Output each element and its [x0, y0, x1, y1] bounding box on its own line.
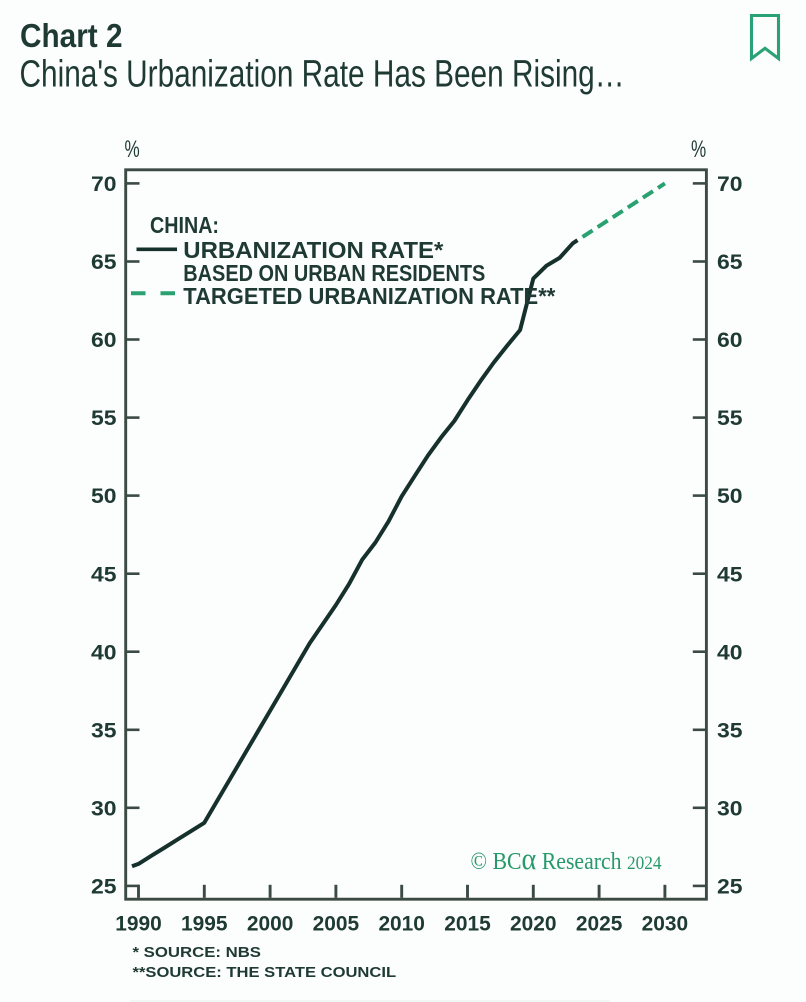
svg-text:2000: 2000	[247, 913, 294, 936]
svg-text:35: 35	[91, 719, 117, 742]
svg-text:40: 40	[91, 641, 117, 664]
svg-text:55: 55	[91, 407, 117, 430]
svg-text:40: 40	[717, 641, 743, 664]
svg-text:China's Urbanization Rate Has: China's Urbanization Rate Has Been Risin…	[20, 54, 625, 96]
svg-text:BASED ON URBAN RESIDENTS: BASED ON URBAN RESIDENTS	[183, 260, 485, 286]
svg-text:%: %	[691, 136, 706, 163]
svg-text:%: %	[125, 136, 140, 163]
svg-text:2030: 2030	[642, 913, 689, 936]
svg-text:CHINA:: CHINA:	[150, 212, 219, 238]
svg-text:70: 70	[91, 173, 117, 196]
svg-text:* SOURCE: NBS: * SOURCE: NBS	[133, 945, 262, 961]
svg-text:30: 30	[717, 797, 743, 820]
svg-text:1995: 1995	[181, 913, 228, 936]
svg-text:© BCα Research 2024: © BCα Research 2024	[471, 841, 662, 876]
svg-text:50: 50	[717, 485, 743, 508]
svg-text:70: 70	[717, 173, 743, 196]
svg-text:45: 45	[717, 563, 743, 586]
svg-text:50: 50	[91, 485, 117, 508]
svg-text:**SOURCE: THE STATE COUNCIL: **SOURCE: THE STATE COUNCIL	[133, 965, 397, 981]
svg-text:2020: 2020	[510, 913, 557, 936]
svg-text:2025: 2025	[576, 913, 623, 936]
svg-text:65: 65	[91, 251, 117, 274]
svg-text:Chart 2: Chart 2	[20, 17, 123, 54]
svg-text:2010: 2010	[378, 913, 425, 936]
svg-text:25: 25	[91, 876, 117, 899]
svg-text:60: 60	[717, 329, 743, 352]
svg-text:55: 55	[717, 407, 743, 430]
svg-text:30: 30	[91, 797, 117, 820]
svg-text:2015: 2015	[444, 913, 491, 936]
svg-text:URBANIZATION RATE*: URBANIZATION RATE*	[183, 237, 443, 263]
svg-text:25: 25	[717, 876, 743, 899]
svg-text:45: 45	[91, 563, 117, 586]
svg-text:TARGETED URBANIZATION RATE**: TARGETED URBANIZATION RATE**	[183, 283, 555, 309]
svg-text:60: 60	[91, 329, 117, 352]
svg-text:65: 65	[717, 251, 743, 274]
svg-text:35: 35	[717, 719, 743, 742]
svg-text:1990: 1990	[115, 913, 162, 936]
svg-text:2005: 2005	[313, 913, 360, 936]
